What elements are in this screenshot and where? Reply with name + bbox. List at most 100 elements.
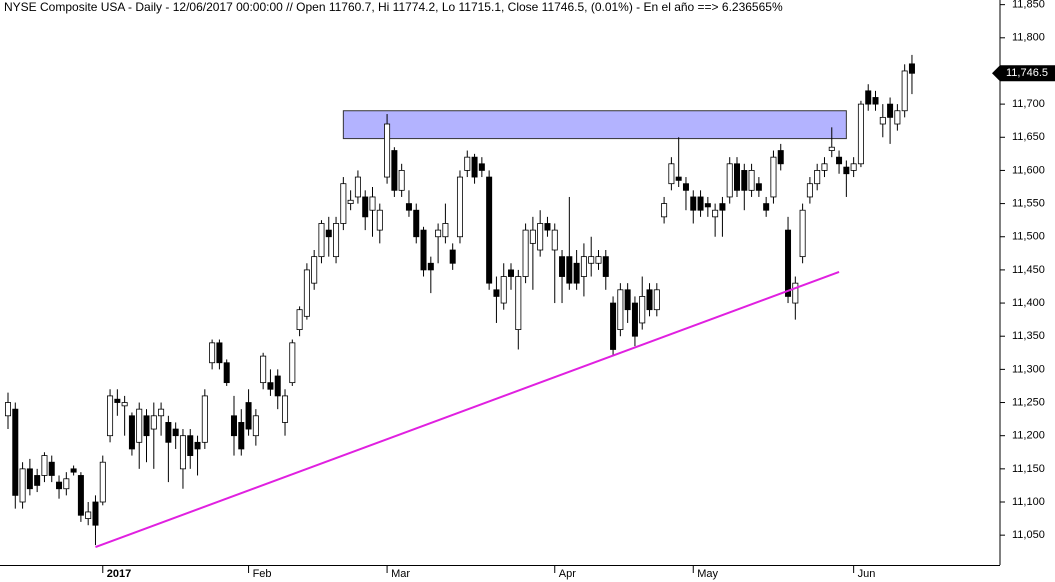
candle-body bbox=[872, 97, 879, 105]
candle-body bbox=[777, 150, 784, 165]
candle-body bbox=[580, 256, 587, 277]
y-tick-label: 11,550 bbox=[1012, 197, 1045, 209]
candle bbox=[245, 389, 252, 436]
candle bbox=[201, 389, 208, 449]
candle bbox=[806, 177, 813, 204]
candle bbox=[325, 216, 332, 257]
candle bbox=[77, 472, 84, 522]
candle-body bbox=[128, 415, 135, 450]
candle bbox=[194, 435, 201, 476]
candle-body bbox=[238, 422, 245, 450]
candle bbox=[850, 157, 857, 178]
candle-body bbox=[704, 203, 711, 208]
candle bbox=[726, 157, 733, 204]
candle bbox=[34, 468, 41, 493]
candle bbox=[311, 250, 318, 290]
candle-body bbox=[347, 199, 354, 204]
y-tick-label: 11,700 bbox=[1012, 98, 1045, 110]
candle bbox=[610, 296, 617, 357]
candle bbox=[792, 276, 799, 320]
candle bbox=[894, 104, 901, 131]
candle-body bbox=[478, 163, 485, 171]
candle bbox=[48, 455, 55, 483]
y-tick-label: 11,400 bbox=[1012, 297, 1045, 309]
candle bbox=[318, 220, 325, 264]
candle-body bbox=[376, 209, 383, 231]
candle bbox=[704, 196, 711, 217]
last-price-label: 11,746.5 bbox=[1006, 67, 1048, 79]
y-tick-label: 11,850 bbox=[1012, 0, 1045, 11]
candle bbox=[901, 64, 908, 118]
candle bbox=[872, 90, 879, 111]
candle bbox=[136, 402, 143, 469]
y-tick-label: 11,350 bbox=[1012, 330, 1045, 342]
x-tick-label: Feb bbox=[253, 568, 272, 580]
candle-body bbox=[216, 342, 223, 364]
candle-body bbox=[690, 196, 697, 211]
candle bbox=[908, 54, 915, 95]
candle bbox=[653, 283, 660, 317]
candle bbox=[719, 196, 726, 237]
candle bbox=[107, 389, 114, 443]
candle bbox=[274, 369, 281, 410]
candle bbox=[785, 216, 792, 304]
candle bbox=[595, 250, 602, 270]
candle bbox=[646, 283, 653, 317]
candle-body bbox=[566, 256, 573, 284]
candle bbox=[639, 276, 646, 330]
candle-body bbox=[850, 163, 857, 171]
candle-body bbox=[741, 170, 748, 191]
candle bbox=[420, 226, 427, 277]
candle bbox=[121, 395, 128, 436]
candle bbox=[252, 409, 259, 446]
candle bbox=[223, 359, 230, 386]
y-tick-label: 11,150 bbox=[1012, 463, 1045, 475]
candle bbox=[413, 203, 420, 244]
candle-body bbox=[427, 262, 434, 271]
candle-body bbox=[41, 455, 48, 476]
candle-body bbox=[792, 282, 799, 304]
candle bbox=[158, 402, 165, 436]
candle bbox=[522, 223, 529, 284]
candle bbox=[172, 422, 179, 449]
candle bbox=[26, 458, 33, 496]
candle-body bbox=[303, 269, 310, 317]
candle-body bbox=[456, 176, 463, 238]
candle-body bbox=[617, 289, 624, 330]
candle-body bbox=[333, 223, 340, 258]
candle-body bbox=[821, 163, 828, 171]
candle-body bbox=[99, 461, 106, 503]
candle-body bbox=[274, 375, 281, 397]
candle-body bbox=[646, 289, 653, 311]
candle bbox=[165, 415, 172, 483]
y-tick-label: 11,800 bbox=[1012, 32, 1045, 44]
candle-body bbox=[405, 203, 412, 211]
resistance-zone bbox=[342, 110, 847, 140]
candle-body bbox=[515, 276, 522, 330]
candle bbox=[85, 502, 92, 526]
candle-body bbox=[595, 256, 602, 264]
candle-body bbox=[92, 501, 99, 526]
candle bbox=[836, 150, 843, 174]
candle bbox=[427, 256, 434, 294]
candle-body bbox=[471, 156, 478, 178]
candle bbox=[661, 196, 668, 224]
candle bbox=[398, 163, 405, 197]
chart-title: NYSE Composite USA - Daily - 12/06/2017 … bbox=[4, 0, 783, 14]
candle-body bbox=[252, 415, 259, 437]
candle-body bbox=[282, 395, 289, 423]
candle bbox=[559, 250, 566, 304]
y-tick-label: 11,500 bbox=[1012, 231, 1045, 243]
candle bbox=[734, 157, 741, 197]
candle bbox=[675, 137, 682, 188]
candle bbox=[478, 157, 485, 178]
candle bbox=[617, 283, 624, 337]
candle bbox=[150, 402, 157, 469]
candle-body bbox=[172, 428, 179, 437]
candle-body bbox=[770, 156, 777, 198]
candle-body bbox=[814, 170, 821, 185]
candle-body bbox=[77, 475, 84, 516]
candle bbox=[5, 392, 11, 430]
candle bbox=[697, 190, 704, 217]
candle bbox=[624, 283, 631, 323]
